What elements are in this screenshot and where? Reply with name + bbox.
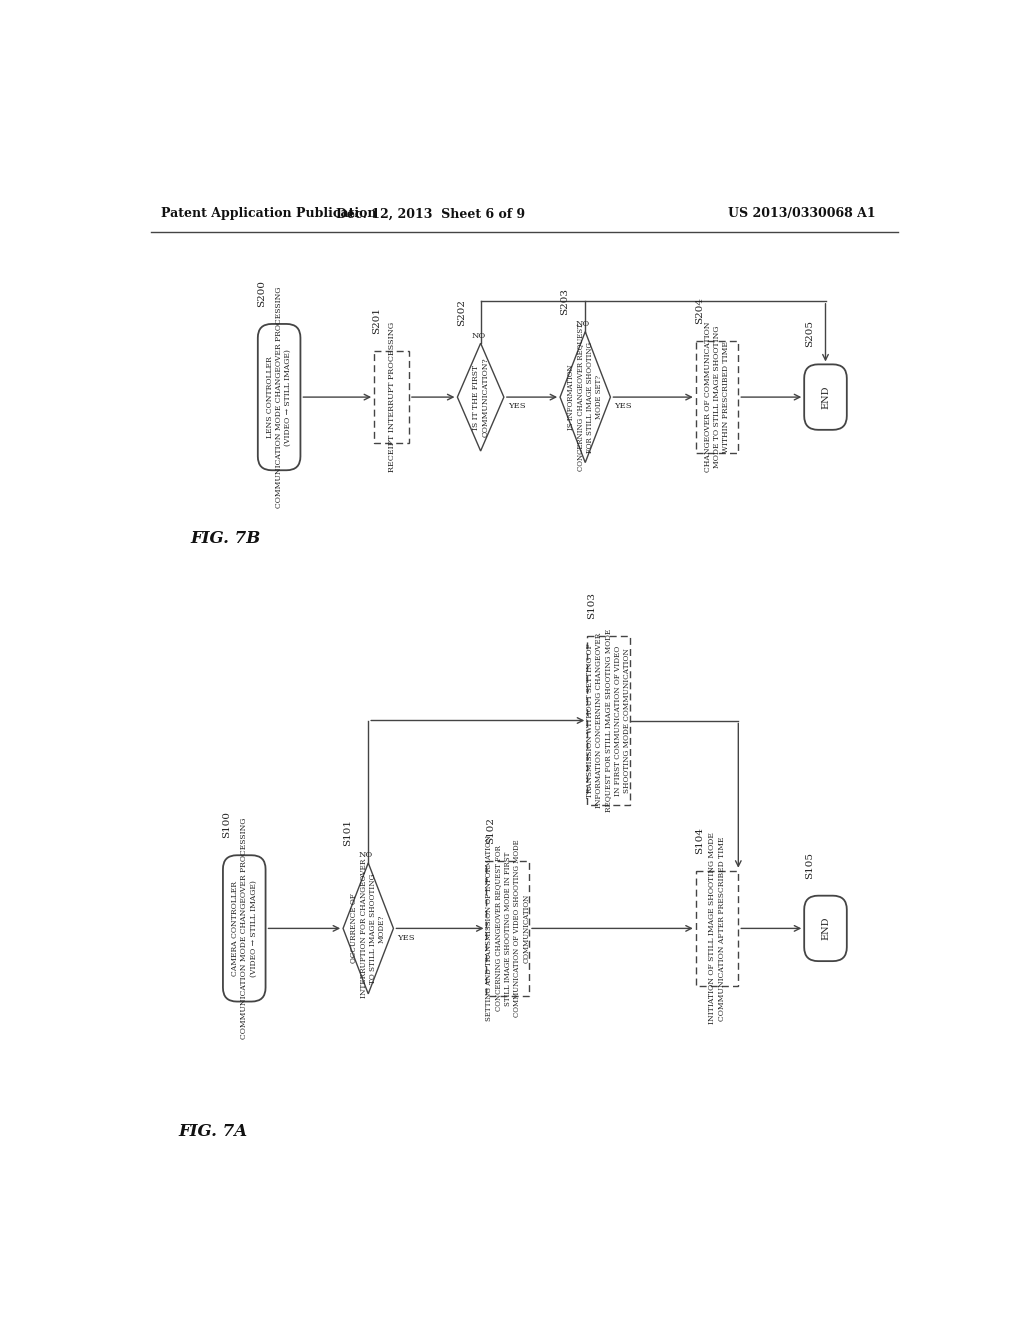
Text: S202: S202: [458, 300, 466, 326]
FancyBboxPatch shape: [223, 855, 265, 1002]
Text: IS INFORMATION
CONCERNING CHANGEOVER REQUEST
FOR STILL IMAGE SHOOTING
MODE SET?: IS INFORMATION CONCERNING CHANGEOVER REQ…: [567, 323, 603, 471]
Text: S201: S201: [372, 308, 381, 334]
Text: S103: S103: [587, 591, 596, 619]
Text: US 2013/0330068 A1: US 2013/0330068 A1: [728, 207, 877, 220]
FancyBboxPatch shape: [804, 896, 847, 961]
FancyBboxPatch shape: [695, 342, 738, 453]
FancyBboxPatch shape: [486, 861, 529, 995]
Text: LENS CONTROLLER
COMMUNICATION MODE CHANGEOVER PROCESSING
(VIDEO → STILL IMAGE): LENS CONTROLLER COMMUNICATION MODE CHANG…: [266, 286, 292, 508]
Text: RECEIPT INTERRUPT PROCESSING: RECEIPT INTERRUPT PROCESSING: [387, 322, 395, 473]
FancyBboxPatch shape: [804, 364, 847, 430]
FancyBboxPatch shape: [587, 636, 630, 805]
Text: S105: S105: [805, 851, 814, 879]
Text: INITIATION OF STILL IMAGE SHOOTING MODE
COMMUNICATION AFTER PRESCRIBED TIME: INITIATION OF STILL IMAGE SHOOTING MODE …: [709, 833, 726, 1024]
Text: S102: S102: [486, 817, 495, 843]
FancyBboxPatch shape: [374, 351, 409, 444]
Text: OCCURRENCE OF
INTERRUPTION FOR CHANGEOVER
TO STILL IMAGE SHOOTING
MODE?: OCCURRENCE OF INTERRUPTION FOR CHANGEOVE…: [350, 859, 386, 998]
Text: NO: NO: [471, 331, 485, 339]
Text: NO: NO: [575, 319, 590, 327]
Text: SETTING AND TRANSMISSION OF INFORMATION
CONCERNING CHANGEOVER REQUEST FOR
STILL : SETTING AND TRANSMISSION OF INFORMATION …: [485, 836, 530, 1022]
Text: END: END: [821, 916, 830, 940]
Text: S100: S100: [222, 812, 231, 838]
Text: S104: S104: [695, 826, 705, 854]
Text: TRANSMISSION WITHOUT SETTING OF
INFORMATION CONCERNING CHANGEOVER
REQUEST FOR ST: TRANSMISSION WITHOUT SETTING OF INFORMAT…: [586, 628, 631, 812]
Polygon shape: [560, 331, 610, 462]
Text: FIG. 7A: FIG. 7A: [178, 1123, 248, 1140]
Text: S205: S205: [805, 321, 814, 347]
Text: S200: S200: [257, 280, 266, 308]
Text: Dec. 12, 2013  Sheet 6 of 9: Dec. 12, 2013 Sheet 6 of 9: [336, 207, 525, 220]
Text: CAMERA CONTROLLER
COMMUNICATION MODE CHANGEOVER PROCESSING
(VIDEO → STILL IMAGE): CAMERA CONTROLLER COMMUNICATION MODE CHA…: [231, 817, 257, 1039]
FancyBboxPatch shape: [258, 323, 300, 470]
Text: YES: YES: [508, 403, 525, 411]
Text: Patent Application Publication: Patent Application Publication: [161, 207, 376, 220]
Text: S203: S203: [560, 288, 569, 314]
Text: NO: NO: [358, 851, 373, 859]
Polygon shape: [458, 343, 504, 451]
Text: YES: YES: [614, 403, 632, 411]
Text: END: END: [821, 385, 830, 409]
FancyBboxPatch shape: [695, 871, 738, 986]
Text: YES: YES: [397, 933, 415, 941]
Polygon shape: [343, 863, 393, 994]
Text: CHANGEOVER OF COMMUNICATION
MODE TO STILL IMAGE SHOOTING
WITHIN PRESCRIBED TIME: CHANGEOVER OF COMMUNICATION MODE TO STIL…: [703, 322, 730, 473]
Text: IS IT THE FIRST
COMMUNICATION?: IS IT THE FIRST COMMUNICATION?: [472, 358, 489, 437]
Text: S204: S204: [695, 297, 705, 325]
Text: FIG. 7B: FIG. 7B: [190, 531, 260, 548]
Text: S101: S101: [343, 818, 352, 846]
